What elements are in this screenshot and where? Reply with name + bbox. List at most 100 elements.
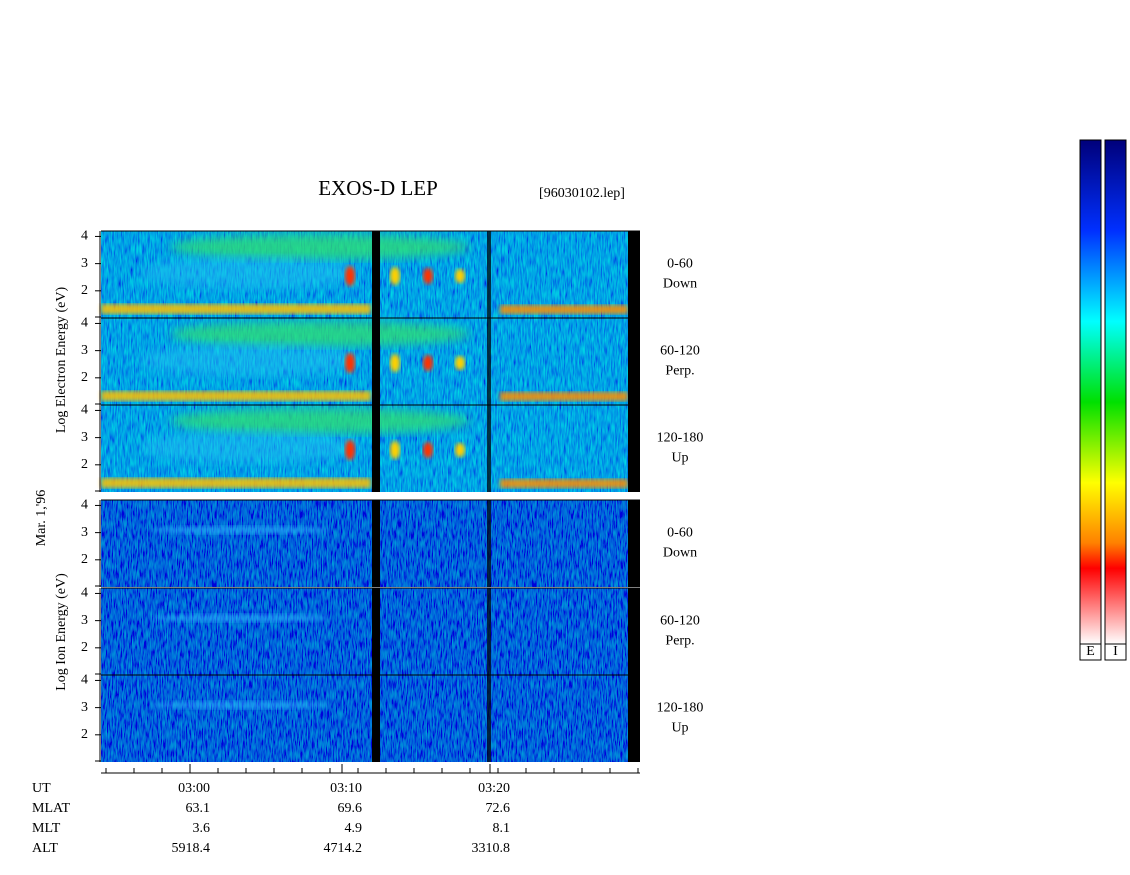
- pitch-direction: Down: [663, 546, 697, 561]
- pitch-angle-range: 120-180: [657, 431, 704, 446]
- pitch-angle-range: 0-60: [667, 526, 693, 541]
- y-tick-label: 4: [81, 673, 88, 688]
- ephemeris-name: MLT: [32, 821, 61, 836]
- ephemeris: UT 03:00 03:10 03:20 MLAT 63.1 69.6 72.6 MLT 3.6 4…: [32, 781, 510, 856]
- flux-blob: [345, 353, 355, 373]
- data-gap: [372, 675, 380, 762]
- title: EXOS-D LEP: [318, 176, 438, 200]
- ion-axis-label: Log Ion Energy (eV): [54, 573, 69, 691]
- flux-band: [101, 478, 371, 488]
- y-tick-label: 3: [81, 256, 88, 271]
- y-tick-label: 3: [81, 525, 88, 540]
- y-tick-label: 2: [81, 370, 88, 385]
- ephemeris-value: 4714.2: [324, 841, 363, 856]
- electron-axis-label: Log Electron Energy (eV): [54, 287, 69, 434]
- ephemeris-value: 03:10: [330, 781, 362, 796]
- data-gap: [372, 405, 380, 492]
- flux-band: [170, 234, 470, 260]
- panel-edge: [628, 588, 640, 675]
- pitch-direction: Up: [671, 451, 688, 466]
- data-gap: [372, 231, 380, 318]
- data-gap: [372, 588, 380, 675]
- ephemeris-value: 3.6: [193, 821, 211, 836]
- y-tick-label: 2: [81, 283, 88, 298]
- ephemeris-value: 4.9: [345, 821, 363, 836]
- color-bar-label-box: [1079, 643, 1102, 661]
- flux-blob: [390, 267, 400, 285]
- color-bar-label: I: [1113, 644, 1118, 659]
- y-tick-label: 4: [81, 403, 88, 418]
- data-gap: [487, 500, 491, 587]
- y-tick-label: 4: [81, 229, 88, 244]
- file-name: [96030102.lep]: [539, 186, 625, 201]
- ephemeris-value: 69.6: [338, 801, 363, 816]
- y-tick-label: 2: [81, 457, 88, 472]
- ephemeris-name: MLAT: [32, 801, 71, 816]
- date-label: Mar. 1,'96: [34, 490, 49, 547]
- color-bar-label-box: [1104, 643, 1127, 661]
- panel-edge: [628, 231, 640, 318]
- y-tick-label: 2: [81, 640, 88, 655]
- flux-blob: [390, 441, 400, 459]
- data-gap: [487, 405, 491, 492]
- panel-edge: [628, 675, 640, 762]
- flux-band: [140, 344, 360, 376]
- data-gap: [487, 588, 491, 675]
- flux-band: [500, 479, 628, 488]
- flux-band: [101, 391, 371, 401]
- color-bar: [1079, 139, 1102, 645]
- y-tick-label: 4: [81, 498, 88, 513]
- data-gap: [487, 318, 491, 405]
- ephemeris-value: 8.1: [493, 821, 511, 836]
- flux-streak: [150, 614, 330, 622]
- data-gap: [487, 231, 491, 318]
- y-tick-label: 4: [81, 316, 88, 331]
- panel-edge: [628, 500, 640, 587]
- pitch-direction: Perp.: [665, 634, 694, 649]
- flux-blob: [455, 443, 465, 457]
- pitch-direction: Perp.: [665, 364, 694, 379]
- ephemeris-value: 63.1: [186, 801, 211, 816]
- flux-blob: [455, 269, 465, 283]
- flux-streak: [150, 526, 330, 534]
- flux-blob: [455, 356, 465, 370]
- y-tick-label: 2: [81, 727, 88, 742]
- y-tick-label: 2: [81, 552, 88, 567]
- color-bar: [1104, 139, 1127, 645]
- panel-noise: [101, 500, 628, 587]
- y-tick-label: 3: [81, 700, 88, 715]
- ephemeris-value: 03:00: [178, 781, 210, 796]
- color-bar-label: E: [1086, 644, 1095, 659]
- flux-band: [140, 257, 360, 289]
- data-gap: [372, 500, 380, 587]
- y-tick-label: 3: [81, 613, 88, 628]
- spectrogram-panels: [101, 230, 640, 762]
- flux-blob: [423, 355, 433, 371]
- pitch-angle-range: 60-120: [660, 614, 700, 629]
- axes: 2 3 4 0-60 Down 2 3 4 60-120 Perp. 2 3 4 120-180 Up 2 3 4…: [81, 229, 704, 774]
- flux-blob: [423, 268, 433, 284]
- y-tick-label: 3: [81, 343, 88, 358]
- flux-band: [170, 408, 470, 434]
- panel-edge: [628, 405, 640, 492]
- y-tick-label: 3: [81, 430, 88, 445]
- flux-band: [140, 431, 360, 463]
- panel-noise: [101, 675, 628, 762]
- flux-band: [170, 321, 470, 347]
- data-gap: [372, 318, 380, 405]
- pitch-direction: Up: [671, 721, 688, 736]
- panel-noise: [101, 588, 628, 675]
- flux-band: [101, 304, 371, 314]
- flux-band: [500, 305, 628, 314]
- ephemeris-value: 03:20: [478, 781, 510, 796]
- ephemeris-value: 72.6: [486, 801, 511, 816]
- ephemeris-name: UT: [32, 781, 51, 796]
- ephemeris-name: ALT: [32, 841, 58, 856]
- flux-blob: [423, 442, 433, 458]
- ephemeris-value: 3310.8: [472, 841, 511, 856]
- pitch-angle-range: 60-120: [660, 344, 700, 359]
- pitch-direction: Down: [663, 277, 697, 292]
- flux-band: [500, 392, 628, 401]
